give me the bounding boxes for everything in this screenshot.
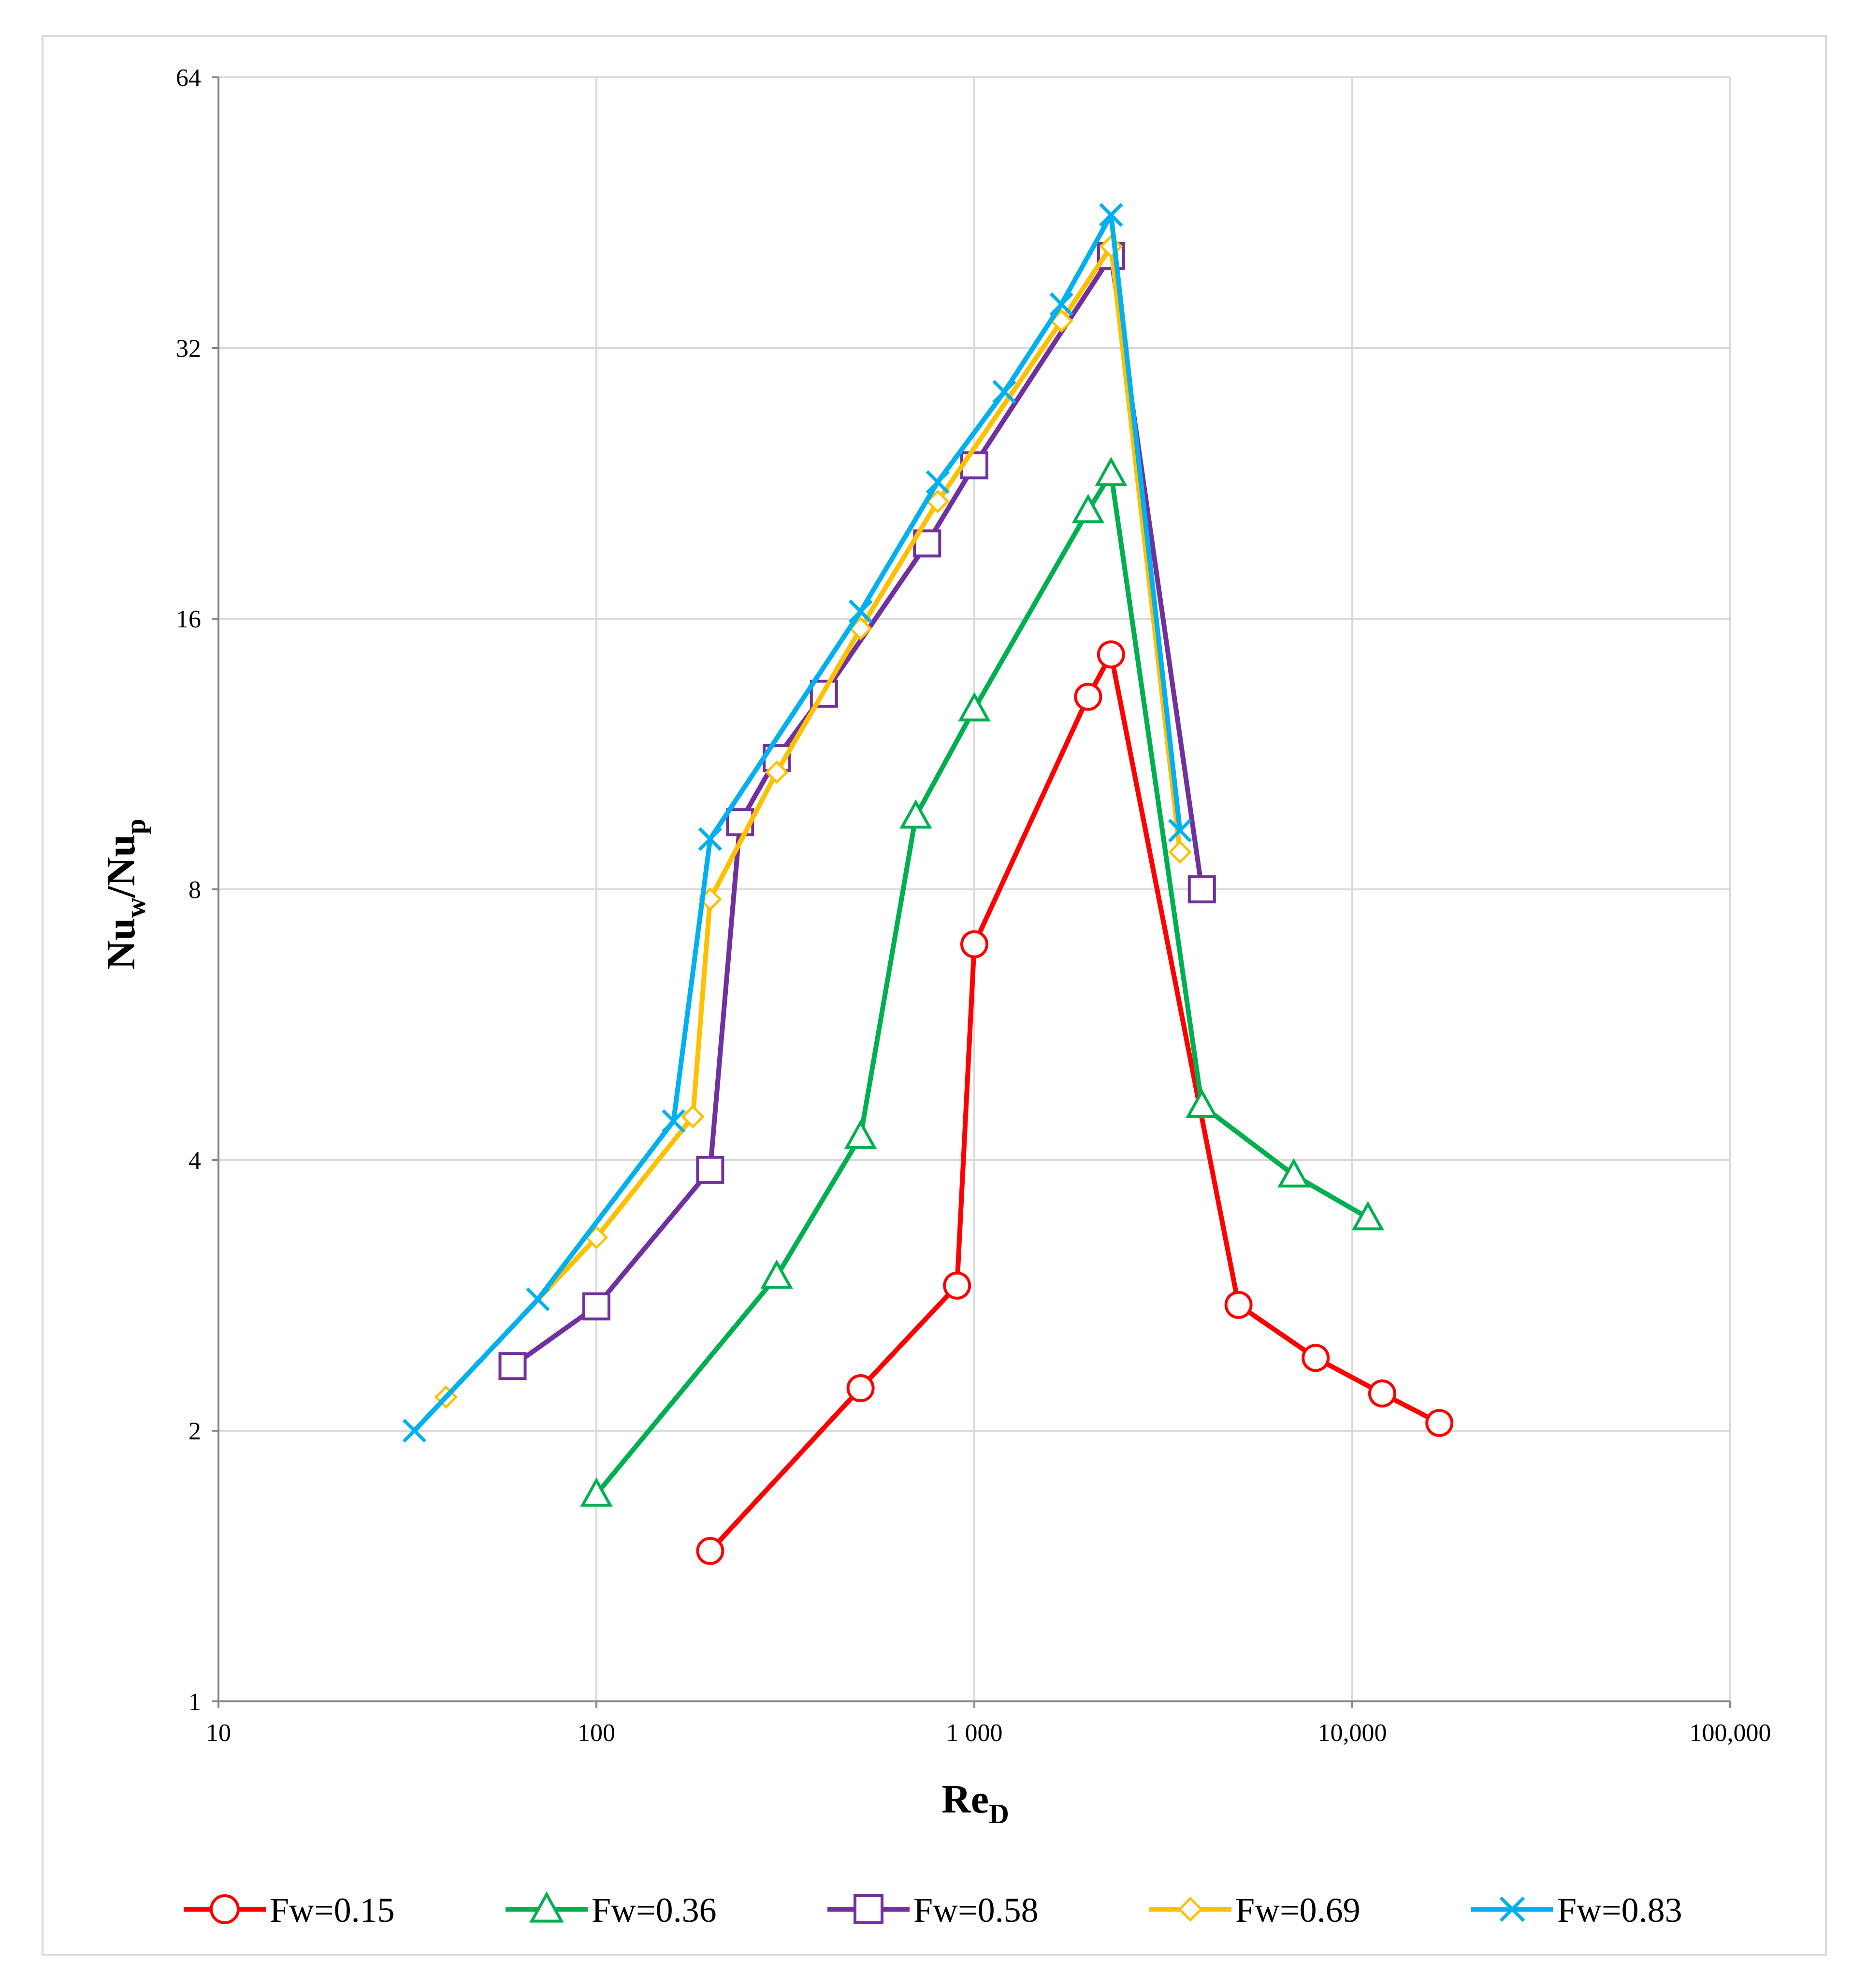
data-point-circle (696, 1537, 724, 1565)
data-point-triangle (1186, 1088, 1218, 1118)
series-line (594, 471, 1371, 1497)
y-tick-label: 32 (176, 335, 201, 363)
series-Fw=0.83 (402, 203, 1192, 1443)
legend-item: Fw=0.36 (506, 1891, 717, 1930)
legend-item: Fw=0.58 (827, 1891, 1039, 1930)
series-line (443, 244, 1183, 1400)
series-line (510, 253, 1204, 1369)
data-point-triangle (958, 692, 991, 722)
data-point-triangle (1071, 493, 1105, 523)
data-point-circle (943, 1271, 971, 1300)
y-axis-title: Nuw/Nup (99, 819, 151, 970)
data-point-diamond (1099, 234, 1123, 259)
series-Fw=0.36 (580, 457, 1385, 1507)
data-point-triangle (760, 1259, 793, 1289)
data-point-square (1187, 875, 1216, 903)
series-line (708, 652, 1442, 1553)
data-point-circle (960, 930, 988, 958)
data-point-triangle (529, 1891, 564, 1923)
x-tick-label: 10,000 (1318, 1719, 1387, 1747)
data-point-diamond (926, 490, 950, 513)
data-point-diamond (765, 760, 789, 784)
data-point-triangle (1351, 1201, 1385, 1231)
data-point-x (402, 1419, 427, 1443)
data-point-circle (1074, 682, 1102, 711)
x-axis-title: ReD (941, 1777, 1009, 1829)
axes (212, 76, 1731, 1708)
data-point-x (698, 827, 722, 851)
y-tick-label: 4 (188, 1147, 201, 1175)
tick-labels: 10 100 1 000 10,000 100,000 1 2 4 8 16 32 64 (176, 64, 1771, 1747)
data-point-x (926, 470, 950, 494)
series-Fw=0.15 (696, 640, 1454, 1565)
x-tick-label: 100 (578, 1719, 615, 1747)
legend-item: Fw=0.69 (1149, 1891, 1360, 1930)
data-point-x (1099, 203, 1123, 227)
series-Fw=0.69 (434, 234, 1192, 1409)
data-point-circle (1224, 1291, 1253, 1319)
data-point-circle (210, 1894, 240, 1924)
data-point-square (960, 451, 988, 479)
y-tick-label: 1 (188, 1688, 201, 1716)
data-point-diamond (1178, 1897, 1203, 1922)
chart-frame (42, 35, 1827, 1956)
y-tick-label: 2 (188, 1418, 201, 1445)
legend-item: Fw=0.83 (1471, 1891, 1682, 1930)
legend-label: Fw=0.58 (913, 1891, 1039, 1930)
data-point-triangle (899, 799, 932, 829)
series-group (402, 203, 1454, 1565)
data-point-x (1049, 292, 1073, 316)
data-point-square (582, 1292, 610, 1320)
y-tick-label: 64 (176, 64, 201, 92)
x-tick-label: 1 000 (946, 1719, 1003, 1747)
legend-label: Fw=0.36 (592, 1891, 717, 1930)
y-tick-label: 8 (188, 876, 201, 904)
x-tick-label: 10 (206, 1719, 231, 1747)
data-point-triangle (580, 1477, 613, 1507)
data-point-circle (1097, 640, 1125, 668)
legend-label: Fw=0.15 (270, 1891, 395, 1930)
legend-label: Fw=0.83 (1557, 1891, 1682, 1930)
data-point-x (992, 380, 1016, 404)
data-point-x (526, 1287, 550, 1311)
data-point-triangle (1277, 1158, 1310, 1188)
data-point-diamond (681, 1104, 705, 1129)
legend: Fw=0.15 Fw=0.36 Fw=0.58 Fw=0.69 Fw=0.83 (184, 1891, 1682, 1930)
legend-label: Fw=0.69 (1235, 1891, 1360, 1930)
data-point-circle (1368, 1379, 1396, 1408)
grid (218, 76, 1731, 1701)
data-point-x (1168, 818, 1192, 842)
data-point-x (849, 599, 873, 624)
data-point-circle (1302, 1344, 1330, 1372)
data-point-triangle (1095, 457, 1128, 486)
data-point-x (662, 1109, 686, 1133)
data-point-square (498, 1352, 527, 1380)
data-point-square (696, 1156, 724, 1184)
data-point-circle (1425, 1409, 1454, 1437)
x-tick-label: 100,000 (1690, 1719, 1771, 1747)
legend-item: Fw=0.15 (184, 1891, 395, 1930)
data-point-square (854, 1894, 883, 1924)
y-tick-label: 16 (176, 606, 201, 633)
data-point-circle (846, 1374, 875, 1403)
data-point-triangle (844, 1119, 877, 1149)
data-point-x (1499, 1896, 1525, 1922)
data-point-diamond (1168, 840, 1192, 864)
series-line (412, 212, 1183, 1433)
